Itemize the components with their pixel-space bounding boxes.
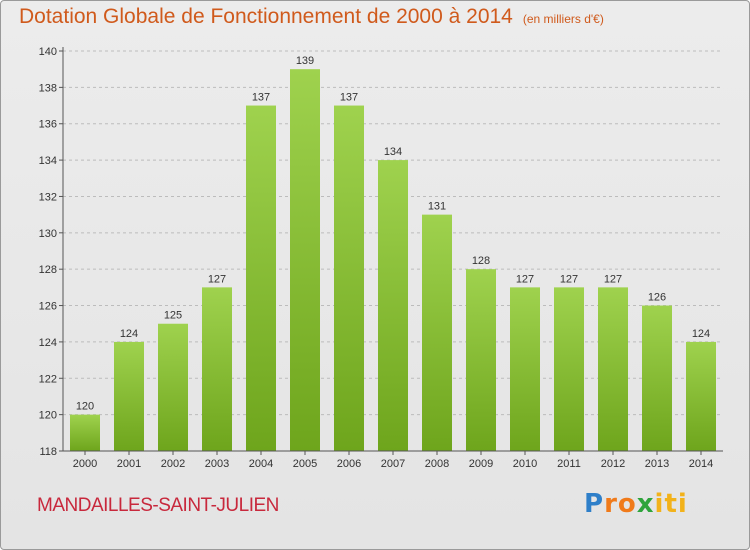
- y-tick-label: 122: [39, 373, 57, 385]
- x-tick-label: 2004: [249, 458, 273, 470]
- y-tick-label: 120: [39, 410, 57, 422]
- data-label: 137: [340, 92, 358, 104]
- y-tick-label: 124: [39, 337, 57, 349]
- x-tick-label: 2008: [425, 458, 449, 470]
- bar-2002: [158, 323, 188, 451]
- y-tick-label: 130: [39, 228, 57, 240]
- y-tick-label: 132: [39, 191, 57, 203]
- bar-2014: [686, 341, 716, 451]
- bars: 120 124 125 127 137 139 137 134 131 128 127 127 127 1…: [70, 55, 716, 451]
- data-label: 124: [120, 328, 138, 340]
- data-label: 127: [516, 273, 534, 285]
- x-tick-label: 2014: [689, 458, 713, 470]
- x-tick-label: 2001: [117, 458, 141, 470]
- y-tick-label: 126: [39, 301, 57, 313]
- y-tick-label: 138: [39, 82, 57, 94]
- data-label: 134: [384, 146, 402, 158]
- x-tick-label: 2011: [557, 458, 581, 470]
- data-label: 124: [692, 328, 710, 340]
- data-label: 127: [560, 273, 578, 285]
- logo-part-iti: iti: [654, 489, 688, 519]
- x-tick-label: 2005: [293, 458, 317, 470]
- axes: 118 120 122 124 126 128 130 132 134 136 138 140 2000…: [39, 46, 723, 470]
- commune-name: MANDAILLES-SAINT-JULIEN: [37, 495, 279, 516]
- x-tick-label: 2007: [381, 458, 405, 470]
- data-label: 139: [296, 55, 314, 67]
- data-label: 127: [604, 273, 622, 285]
- bar-2006: [334, 105, 364, 451]
- data-label: 127: [208, 273, 226, 285]
- x-tick-label: 2006: [337, 458, 361, 470]
- logo-part-p: P: [584, 489, 605, 519]
- bar-2005: [290, 69, 320, 451]
- logo-part-x: x: [636, 489, 655, 519]
- bar-2004: [246, 105, 276, 451]
- bar-2013: [642, 305, 672, 451]
- chart-title-text: Dotation Globale de Fonctionnement de 20…: [19, 5, 513, 28]
- x-tick-label: 2010: [513, 458, 537, 470]
- y-tick-label: 136: [39, 119, 57, 131]
- data-label: 131: [428, 201, 446, 213]
- chart-unit: (en milliers d'€): [522, 12, 604, 26]
- bar-2008: [422, 214, 452, 451]
- chart-title: Dotation Globale de Fonctionnement de 20…: [19, 5, 604, 29]
- logo-part-ro: ro: [604, 489, 637, 519]
- data-label: 126: [648, 292, 666, 304]
- y-tick-label: 134: [39, 155, 57, 167]
- y-tick-label: 128: [39, 264, 57, 276]
- data-label: 128: [472, 255, 490, 267]
- x-tick-label: 2009: [469, 458, 493, 470]
- proxiti-logo: Proxiti: [584, 489, 688, 519]
- bar-2010: [510, 287, 540, 451]
- bar-2009: [466, 269, 496, 451]
- data-label: 137: [252, 92, 270, 104]
- bar-2012: [598, 287, 628, 451]
- bar-2000: [70, 414, 100, 451]
- bar-2001: [114, 341, 144, 451]
- data-label: 125: [164, 310, 182, 322]
- x-tick-label: 2012: [601, 458, 625, 470]
- data-label: 120: [76, 401, 94, 413]
- bar-2003: [202, 287, 232, 451]
- x-tick-label: 2013: [645, 458, 669, 470]
- bar-2011: [554, 287, 584, 451]
- y-tick-label: 140: [39, 46, 57, 58]
- x-tick-label: 2000: [73, 458, 97, 470]
- bar-2007: [378, 160, 408, 451]
- x-tick-label: 2002: [161, 458, 185, 470]
- x-tick-label: 2003: [205, 458, 229, 470]
- y-tick-label: 118: [39, 446, 57, 458]
